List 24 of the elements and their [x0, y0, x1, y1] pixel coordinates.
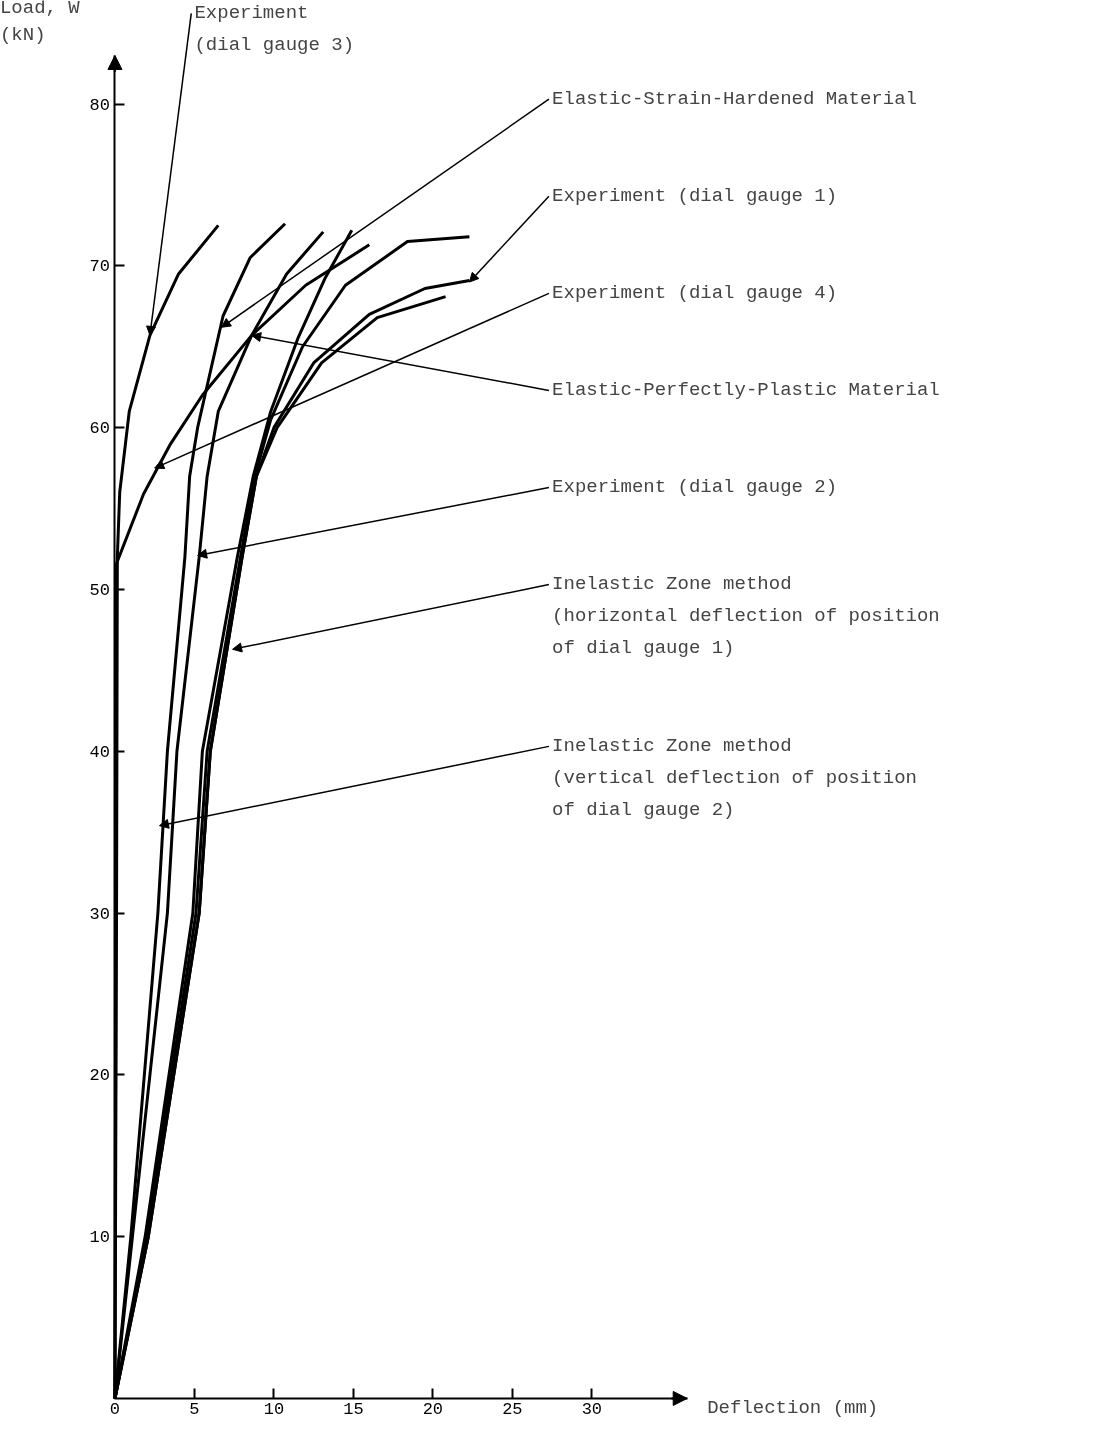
y-tick-label: 60 — [89, 419, 110, 439]
y-tick-label: 20 — [89, 1066, 110, 1086]
x-tick-label: 25 — [502, 1400, 523, 1420]
x-tick-label: 15 — [343, 1400, 364, 1420]
annotation: Experiment (dial gauge 1) — [552, 184, 838, 207]
y-tick-label: 80 — [89, 95, 110, 115]
y-tick-label: 40 — [89, 742, 110, 762]
annotation: Experiment (dial gauge 3) — [194, 2, 355, 57]
annotation: Experiment (dial gauge 2) — [552, 476, 838, 499]
annotation: Elastic-Perfectly-Plastic Material — [552, 379, 940, 402]
annotation: Experiment (dial gauge 4) — [552, 282, 838, 305]
x-tick-label: 20 — [422, 1400, 444, 1420]
x-tick-label: 5 — [189, 1400, 200, 1420]
annotation: Inelastic Zone method (horizontal deflection of position of dial gauge 1) — [552, 573, 940, 660]
y-tick-label: 30 — [89, 904, 110, 924]
y-tick-label: 70 — [89, 257, 110, 277]
x-axis-title: Deflection (mm) — [707, 1397, 879, 1420]
x-tick-label: 10 — [263, 1400, 285, 1420]
x-tick-label: 0 — [109, 1400, 121, 1420]
annotation: Inelastic Zone method (vertical deflection of position of dial gauge 2) — [552, 735, 917, 821]
y-tick-label: 10 — [89, 1228, 110, 1248]
x-tick-label: 30 — [581, 1400, 603, 1420]
y-tick-label: 50 — [89, 580, 110, 600]
annotation: Elastic-Strain-Hardened Material — [552, 87, 917, 110]
